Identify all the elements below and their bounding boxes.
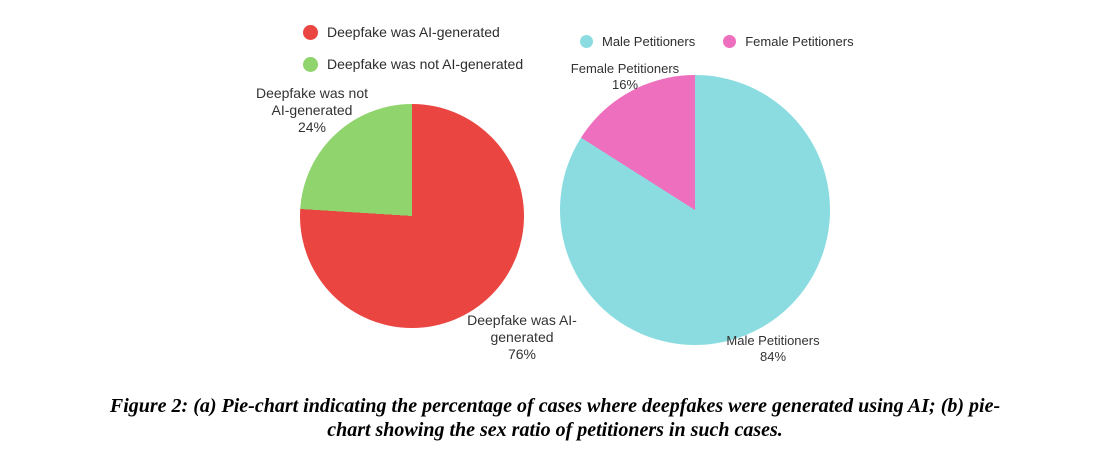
legend-label-female-petitioners: Female Petitioners [745, 34, 854, 49]
pie-petitioner-sex [560, 75, 830, 345]
legend-ai-generation: Deepfake was AI-generated Deepfake was n… [303, 24, 523, 72]
legend-label-ai-generated: Deepfake was AI-generated [327, 24, 500, 40]
legend-item-not-ai-generated: Deepfake was not AI-generated [303, 56, 523, 72]
slice-label-ai-generated-text: Deepfake was AI-generated [467, 312, 577, 345]
slice-label-female-petitioners-text: Female Petitioners [570, 61, 680, 76]
slice-label-ai-generated-pct: 76% [507, 346, 537, 362]
legend-petitioner-sex: Male Petitioners Female Petitioners [580, 34, 854, 49]
legend-label-not-ai-generated: Deepfake was not AI-generated [327, 56, 524, 72]
legend-label-male-petitioners: Male Petitioners [602, 34, 696, 49]
legend-item-female-petitioners: Female Petitioners [723, 34, 854, 49]
legend-item-ai-generated: Deepfake was AI-generated [303, 24, 523, 40]
slice-label-male-petitioners-text: Male Petitioners [726, 333, 820, 348]
legend-swatch-female-petitioners-icon [723, 35, 737, 48]
slice-label-not-ai-generated-text: Deepfake was not AI-generated [255, 85, 369, 118]
slice-label-not-ai-generated: Deepfake was not AI-generated 24% [250, 85, 374, 136]
figure-caption: Figure 2: (a) Pie-chart indicating the p… [0, 394, 1110, 442]
slice-label-female-petitioners-pct: 16% [611, 77, 639, 92]
slice-label-male-petitioners: Male Petitioners 84% [711, 333, 835, 365]
slice-label-not-ai-generated-pct: 24% [297, 119, 327, 135]
caption-line-2: chart showing the sex ratio of petitione… [327, 419, 783, 441]
slice-label-female-petitioners: Female Petitioners 16% [563, 61, 687, 93]
pie-ai-generation [300, 104, 524, 328]
caption-line-1: Figure 2: (a) Pie-chart indicating the p… [109, 395, 1001, 417]
slice-label-ai-generated: Deepfake was AI-generated 76% [462, 312, 582, 363]
legend-swatch-not-ai-generated-icon [303, 56, 318, 72]
legend-swatch-male-petitioners-icon [580, 35, 593, 48]
legend-item-male-petitioners: Male Petitioners [580, 34, 695, 49]
slice-label-male-petitioners-pct: 84% [759, 349, 787, 364]
legend-swatch-ai-generated-icon [303, 24, 318, 40]
